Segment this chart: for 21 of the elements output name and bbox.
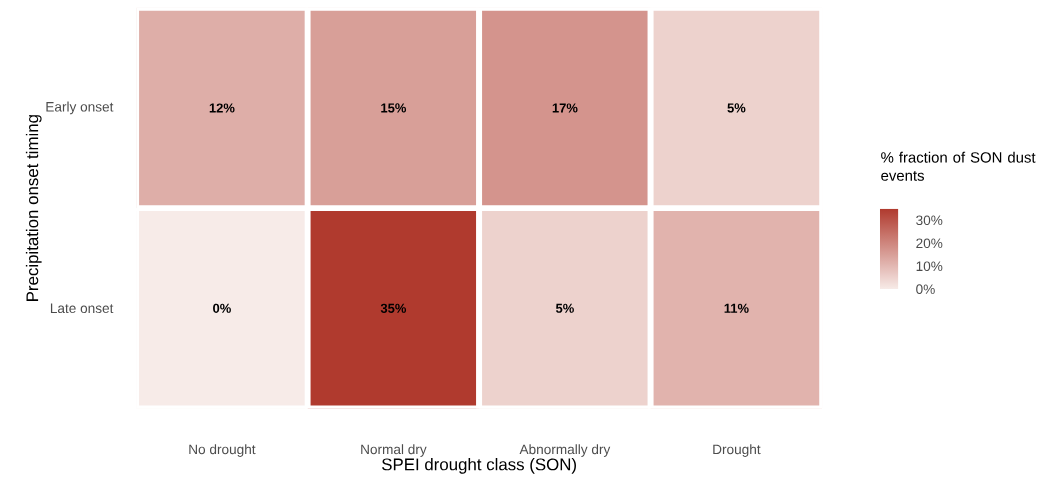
x-tick-label: Abnormally dry [519, 444, 611, 457]
color-bar-label: 0% [916, 284, 935, 294]
x-tick-label: Drought [713, 444, 761, 457]
data-label: 17% [552, 103, 578, 113]
x-tick-label: No drought [189, 444, 256, 457]
x-tick-label: Normal dry [361, 444, 427, 457]
color-bar-title: % fraction of SON dust events [881, 151, 1036, 181]
y-tick-label: Late onset [50, 303, 114, 313]
color-bar-label: 20% [916, 238, 943, 248]
data-label: 12% [209, 103, 235, 113]
data-label: 15% [381, 103, 407, 113]
data-label: 11% [724, 303, 749, 313]
data-label: 35% [380, 303, 407, 313]
color-bar-label: 10% [916, 261, 943, 271]
y-tick-label: Early onset [46, 101, 114, 115]
color-bar-label: 30% [916, 215, 943, 225]
x-axis-title: SPEI drought class (SON) [382, 457, 576, 474]
data-label: 0% [213, 303, 231, 313]
data-label: 5% [727, 103, 746, 113]
y-axis-title: Precipitation onset timing [25, 114, 42, 301]
data-label: 5% [555, 303, 574, 313]
